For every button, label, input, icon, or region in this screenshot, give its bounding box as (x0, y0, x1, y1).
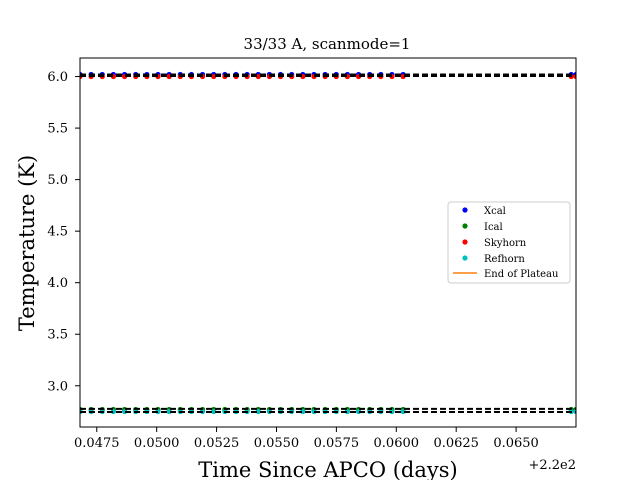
y-tick-label: 3.5 (47, 328, 68, 343)
legend-marker-xcal (462, 207, 468, 213)
x-tick-label: 0.0600 (374, 436, 420, 451)
y-tick-label: 5.0 (47, 173, 68, 188)
y-tick-label: 3.0 (47, 379, 68, 394)
x-tick-label: 0.0550 (254, 436, 300, 451)
legend: Xcal Ical Skyhorn Refhorn End of Plateau (447, 201, 571, 284)
x-tick-label: 0.0650 (493, 436, 539, 451)
legend-label-refhorn: Refhorn (484, 254, 525, 265)
x-tick-label: 0.0525 (194, 436, 240, 451)
x-axis-label: Time Since APCO (days) (198, 458, 457, 480)
legend-box (447, 201, 571, 284)
x-tick-label: 0.0500 (134, 436, 180, 451)
x-axis-offset-label: +2.2e2 (528, 458, 576, 473)
legend-label-xcal: Xcal (484, 206, 506, 217)
y-tick-label: 4.0 (47, 276, 68, 291)
point-skyhorn-12 (211, 73, 217, 80)
legend-marker-ical (462, 223, 468, 229)
legend-label-skyhorn: Skyhorn (484, 238, 527, 249)
legend-label-end-of-plateau: End of Plateau (484, 269, 559, 280)
x-tick-label: 0.0575 (314, 436, 360, 451)
legend-label-ical: Ical (484, 222, 503, 233)
x-tick-label: 0.0475 (74, 436, 120, 451)
plot-frame (79, 57, 577, 428)
x-tick-label: 0.0625 (433, 436, 479, 451)
y-tick-label: 4.5 (47, 225, 68, 240)
plot-marks (80, 71, 576, 415)
y-axis-label: Temperature (K) (15, 155, 39, 331)
y-tick-label: 6.0 (47, 70, 68, 85)
y-tick-label: 5.5 (47, 122, 68, 137)
x-axis-ticks: 0.0475 0.0500 0.0525 0.0550 0.0575 0.0600 0.06… (74, 427, 539, 451)
point-refhorn-12 (211, 408, 217, 415)
chart-title: 33/33 A, scanmode=1 (244, 35, 411, 53)
y-axis-ticks: 3.0 3.5 4.0 4.5 5.0 5.5 6.0 (47, 70, 80, 394)
legend-marker-refhorn (462, 255, 468, 261)
legend-marker-skyhorn (462, 239, 468, 245)
